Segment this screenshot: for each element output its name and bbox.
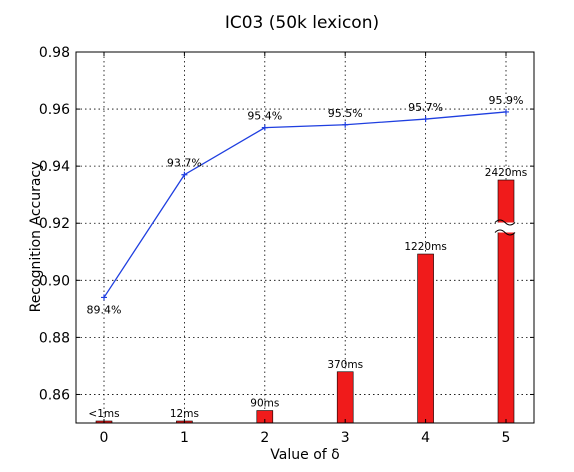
axis-break-gap bbox=[496, 222, 516, 233]
line-point bbox=[422, 116, 429, 123]
y-axis-ticks: 0.86 0.88 0.90 0.92 0.94 0.96 0.98 bbox=[39, 45, 534, 403]
line-data-label: 89.4% bbox=[87, 303, 122, 316]
y-tick-label: 0.94 bbox=[39, 159, 70, 175]
line-point bbox=[342, 121, 349, 128]
x-tick-label: 0 bbox=[100, 430, 109, 446]
bar bbox=[497, 179, 515, 424]
x-axis-ticks: 0 1 2 3 4 5 bbox=[100, 52, 511, 446]
accuracy-line bbox=[103, 111, 507, 298]
bar-data-label: 1220ms bbox=[404, 241, 446, 253]
axis-break-mark bbox=[494, 229, 516, 236]
grid-lines bbox=[76, 52, 534, 423]
bar-data-label: <1ms bbox=[88, 408, 119, 420]
x-tick-label: 2 bbox=[260, 430, 269, 446]
bar-data-label: 2420ms bbox=[485, 167, 527, 179]
bar-data-label: 90ms bbox=[250, 398, 279, 410]
line-data-label: 95.4% bbox=[247, 110, 282, 123]
bar bbox=[417, 253, 434, 424]
line-data-label: 93.7% bbox=[167, 157, 202, 170]
bar-series: <1ms 12ms 90ms 370ms 1220ms 2420ms bbox=[88, 167, 527, 424]
line-point bbox=[181, 171, 188, 178]
x-axis-label: Value of δ bbox=[270, 447, 339, 463]
plot-frame bbox=[75, 51, 535, 424]
y-tick-label: 0.92 bbox=[39, 216, 70, 232]
y-tick-label: 0.86 bbox=[39, 387, 70, 403]
line-point bbox=[503, 108, 509, 115]
y-tick-label: 0.88 bbox=[39, 330, 70, 346]
line-data-label: 95.9% bbox=[489, 94, 524, 107]
y-tick-label: 0.96 bbox=[39, 102, 70, 118]
bar bbox=[336, 371, 354, 424]
line-series: 89.4% 93.7% 95.4% 95.5% 95.7% 95.9% bbox=[87, 94, 524, 316]
line-point bbox=[101, 294, 107, 301]
bar-data-label: 12ms bbox=[170, 408, 199, 420]
line-data-label: 95.7% bbox=[408, 101, 443, 114]
line-point bbox=[261, 124, 268, 131]
x-tick-label: 3 bbox=[341, 430, 350, 446]
bar-data-label: 370ms bbox=[327, 359, 363, 371]
y-tick-label: 0.90 bbox=[39, 273, 70, 289]
x-tick-label: 4 bbox=[421, 430, 430, 446]
x-tick-label: 5 bbox=[502, 430, 511, 446]
x-tick-label: 1 bbox=[180, 430, 189, 446]
axis-break-mark bbox=[494, 219, 516, 226]
line-data-label: 95.5% bbox=[328, 107, 363, 120]
y-axis-label: Recognition Accuracy bbox=[28, 162, 44, 313]
chart-title: IC03 (50k lexicon) bbox=[225, 13, 379, 33]
y-tick-label: 0.98 bbox=[39, 45, 70, 61]
